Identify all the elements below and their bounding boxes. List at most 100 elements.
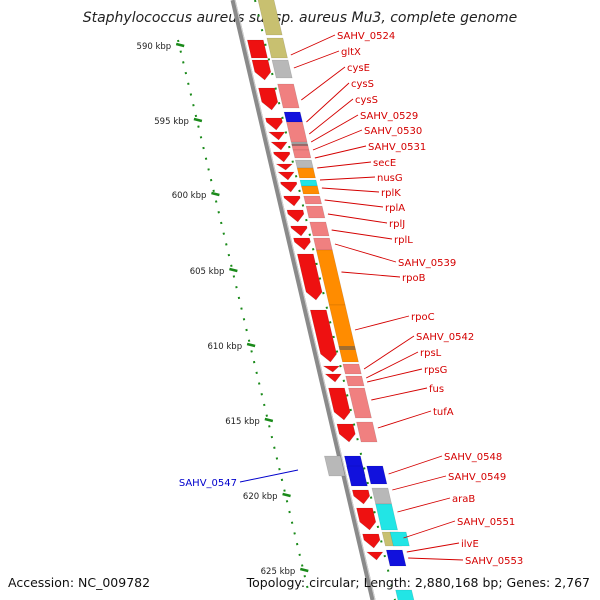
scale-label: 610 kbp	[207, 342, 242, 352]
gene-label: rpoB	[402, 273, 426, 284]
gene-label: cysS	[351, 79, 374, 90]
gene-label-connector	[408, 557, 464, 561]
gene-label: SAHV_0529	[360, 111, 418, 122]
gene-label-connector	[319, 176, 376, 181]
gene-label-connector	[314, 145, 367, 159]
gene-block	[265, 117, 283, 131]
gene-block	[296, 167, 316, 179]
gene-label-connector	[403, 520, 456, 539]
gene-label-connector	[331, 229, 393, 240]
gene-label-connector	[293, 50, 340, 69]
gene-block	[351, 489, 371, 505]
gene-block	[375, 503, 398, 531]
gene-block	[371, 487, 392, 505]
gene-label-connector	[301, 66, 346, 101]
scale-label: 590 kbp	[137, 42, 172, 52]
gene-block	[366, 465, 388, 485]
gene-label-connector	[363, 335, 415, 370]
gene-label: SAHV_0551	[457, 517, 515, 528]
gene-block	[277, 83, 300, 109]
gene-block	[246, 39, 268, 59]
scale-tick	[193, 117, 203, 123]
gene-block	[286, 209, 305, 223]
map-title: Staphylococcus aureus subsp. aureus Mu3,…	[82, 10, 518, 26]
gene-label-connector	[365, 351, 419, 379]
gene-block	[322, 365, 341, 373]
gene-label: rplK	[381, 188, 401, 199]
gene-label: rpoC	[411, 312, 435, 323]
gene-label: fus	[429, 384, 444, 395]
gene-label: SAHV_0539	[398, 258, 456, 269]
gene-label-connector	[397, 497, 451, 513]
gene-label-connector	[321, 187, 380, 193]
scale-tick	[264, 417, 274, 423]
gene-block	[324, 373, 342, 383]
gene-label: rpsL	[420, 348, 442, 359]
gene-label: SAHV_0553	[465, 556, 523, 567]
gene-label-connector	[334, 243, 397, 263]
gene-label-connector	[406, 542, 460, 553]
scale-label: 620 kbp	[243, 492, 278, 502]
gene-block	[305, 205, 326, 219]
gene-block	[356, 507, 377, 531]
gene-block	[258, 87, 279, 111]
gene-label: tufA	[433, 407, 454, 418]
gene-block	[336, 423, 356, 443]
gene-label-connector	[310, 114, 359, 143]
gene-label-connector	[371, 387, 428, 401]
gene-block	[296, 253, 323, 301]
gene-block	[290, 225, 308, 237]
gene-block	[280, 181, 298, 193]
gene-label: SAHV_0531	[368, 142, 426, 153]
inner-track	[254, 0, 396, 600]
gene-label: araB	[452, 494, 475, 505]
gene-band	[291, 142, 309, 146]
gene-block	[275, 163, 294, 171]
gene-block	[299, 179, 318, 187]
gene-label-connector	[377, 410, 432, 429]
gene-label: SAHV_0542	[416, 332, 474, 343]
gene-block	[303, 195, 322, 205]
gene-block	[301, 185, 320, 195]
gene-label: secE	[373, 158, 396, 169]
gene-label: ilvE	[461, 539, 479, 550]
gene-block	[346, 465, 368, 487]
gene-block	[345, 375, 365, 387]
scale-tick	[299, 567, 309, 573]
gene-label: nusG	[377, 173, 403, 184]
gene-label: gltX	[341, 47, 361, 58]
gene-block	[309, 221, 330, 237]
genome-backbone-highlight	[234, 0, 376, 600]
scale-tick	[229, 267, 238, 273]
gene-block	[292, 149, 312, 159]
scale-tick	[282, 492, 291, 498]
gene-label: rpsG	[424, 365, 447, 376]
gene-block	[294, 159, 314, 169]
gene-label-connector	[308, 98, 354, 135]
gene-label: rplL	[394, 235, 413, 246]
gene-label-connector	[317, 161, 372, 169]
gene-label: SAHV_0549	[448, 472, 506, 483]
gene-label-connector	[306, 82, 350, 123]
gene-label-connector	[312, 129, 363, 151]
gene-block	[348, 387, 372, 419]
gene-block	[342, 363, 362, 375]
gene-block	[362, 533, 381, 549]
gene-label: rplA	[385, 203, 405, 214]
scale-label: 595 kbp	[154, 117, 189, 127]
scale-label: 625 kbp	[261, 567, 296, 577]
gene-label-connector	[392, 475, 447, 491]
scale-tick	[246, 342, 256, 348]
gene-label: SAHV_0530	[364, 126, 422, 137]
gene-labels: SAHV_0524 gltX cysE cysS cysS SAHV_0529 SAHV_0…	[179, 31, 523, 567]
gene-block	[286, 121, 308, 143]
gene-block	[324, 455, 346, 477]
gene-label-reverse: SAHV_0547	[179, 478, 237, 489]
gene-label-connector	[367, 368, 423, 383]
genome-backbone	[230, 0, 376, 600]
gene-label-connector	[239, 469, 299, 483]
gene-label: SAHV_0524	[337, 31, 395, 42]
gene-label-connector	[324, 199, 384, 208]
gene-block	[273, 151, 291, 163]
gene-block	[257, 0, 283, 36]
